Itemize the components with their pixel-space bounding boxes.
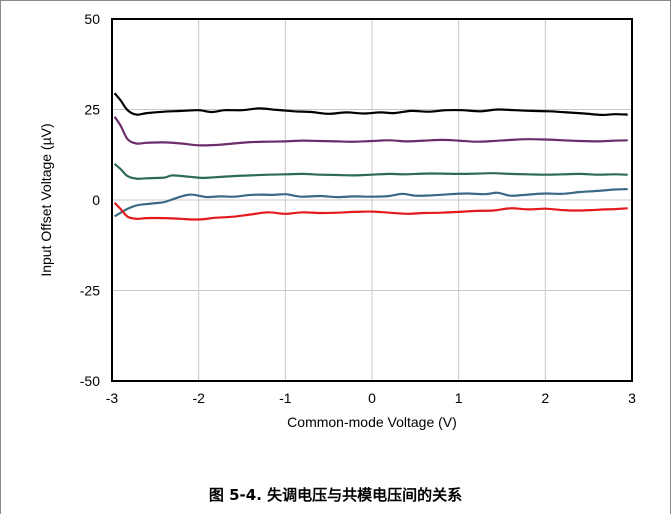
- offset-vs-common-mode-chart: -3 -2 -1 0 1 2 3 50 25 0 -25 -50 Common-mode Volta…: [38, 11, 636, 430]
- x-tick-label: 1: [455, 390, 463, 406]
- x-tick-label: -3: [106, 390, 119, 406]
- plot-area: [111, 18, 633, 382]
- gridlines: [112, 19, 632, 381]
- series-line-5: [113, 202, 628, 221]
- y-tick-label: -25: [80, 283, 100, 299]
- y-tick-label: -50: [80, 373, 100, 389]
- x-tick-label: 3: [628, 390, 636, 406]
- series-line-3: [113, 162, 628, 180]
- y-axis-label: Input Offset Voltage (µV): [38, 123, 54, 276]
- x-tick-labels: -3 -2 -1 0 1 2 3: [106, 390, 636, 406]
- x-tick-label: 0: [368, 390, 376, 406]
- series-line-1: [113, 92, 628, 117]
- y-tick-label: 0: [92, 192, 100, 208]
- y-tick-label: 25: [84, 102, 100, 118]
- series-lines: [113, 92, 628, 221]
- x-tick-label: -2: [192, 390, 205, 406]
- series-line-2: [113, 116, 628, 147]
- x-tick-label: 2: [541, 390, 549, 406]
- y-tick-labels: 50 25 0 -25 -50: [80, 11, 100, 389]
- x-tick-label: -1: [279, 390, 292, 406]
- y-tick-label: 50: [84, 11, 100, 27]
- x-axis-label: Common-mode Voltage (V): [287, 414, 457, 430]
- figure-caption: 图 5-4. 失调电压与共模电压间的关系: [208, 486, 463, 504]
- series-line-4: [114, 188, 628, 218]
